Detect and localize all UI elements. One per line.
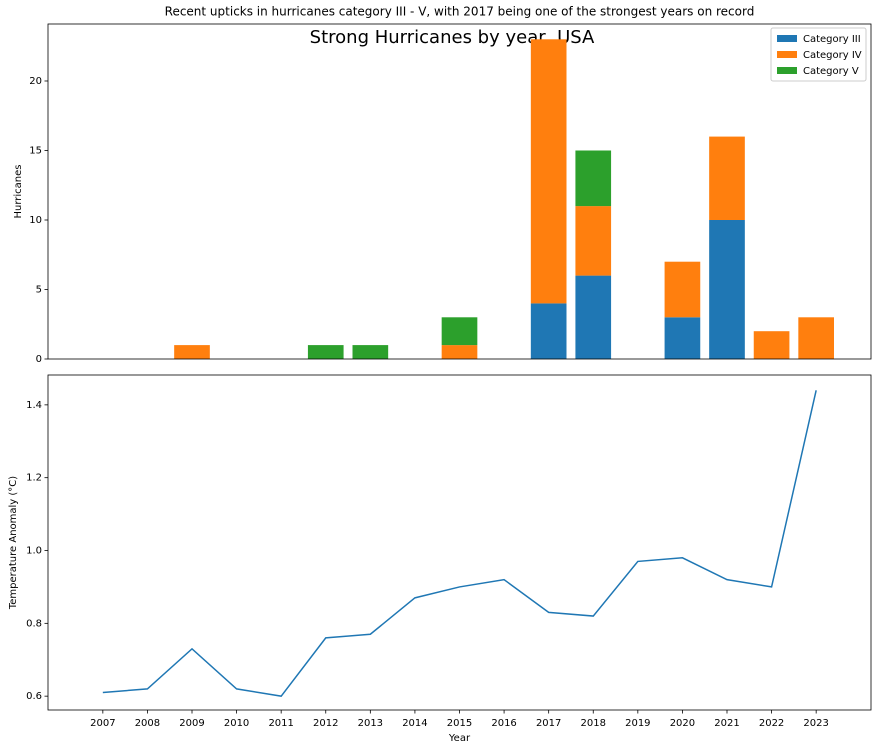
legend-label: Category IV	[803, 50, 862, 61]
x-tick-label: 2017	[536, 718, 561, 729]
legend-swatch	[777, 51, 797, 58]
y-tick-label: 15	[29, 145, 42, 156]
x-tick-label: 2023	[803, 718, 828, 729]
y-axis-label: Temperature Anomaly (°C)	[8, 476, 19, 610]
line	[102, 390, 817, 697]
bar	[798, 317, 834, 359]
y-tick-label: 10	[29, 215, 42, 226]
bar	[530, 39, 567, 304]
x-tick-label: 2008	[135, 718, 160, 729]
legend-label: Category V	[803, 66, 859, 77]
bar	[441, 345, 478, 359]
x-tick-label: 2013	[358, 718, 383, 729]
axes-frame	[47, 374, 872, 711]
y-tick-label: 1.2	[26, 473, 42, 484]
legend-swatch	[777, 67, 797, 74]
chart-title: Recent upticks in hurricanes category II…	[165, 5, 755, 19]
bar	[575, 275, 612, 359]
x-tick-label: 2009	[179, 718, 204, 729]
bar	[709, 136, 745, 220]
bar	[664, 261, 701, 318]
axes-frame	[47, 23, 872, 360]
x-tick-label: 2015	[447, 718, 472, 729]
y-tick-label: 0	[36, 354, 42, 365]
y-tick-label: 20	[29, 76, 42, 87]
x-tick-label: 2020	[670, 718, 695, 729]
legend-label: Category III	[803, 34, 861, 45]
x-tick-label: 2019	[625, 718, 650, 729]
bar	[307, 345, 344, 359]
y-tick-label: 1.4	[26, 400, 42, 411]
bar	[174, 345, 210, 359]
x-tick-label: 2010	[224, 718, 249, 729]
bar	[352, 345, 389, 359]
y-tick-label: 0.8	[26, 618, 42, 629]
x-tick-label: 2021	[714, 718, 739, 729]
x-tick-label: 2022	[759, 718, 784, 729]
legend-swatch	[777, 35, 797, 42]
x-tick-label: 2018	[581, 718, 606, 729]
y-axis-label: Hurricanes	[13, 164, 24, 218]
bar	[709, 219, 745, 359]
x-tick-label: 2012	[313, 718, 338, 729]
y-tick-label: 5	[36, 284, 42, 295]
bar	[575, 206, 612, 276]
x-tick-label: 2007	[90, 718, 115, 729]
y-tick-label: 0.6	[26, 691, 42, 702]
x-tick-label: 2016	[491, 718, 516, 729]
bar	[530, 303, 567, 359]
bar	[664, 317, 701, 359]
y-tick-label: 1.0	[26, 546, 42, 557]
bar	[441, 317, 478, 346]
x-tick-label: 2014	[402, 718, 427, 729]
suptitle: Strong Hurricanes by year, USA	[310, 27, 595, 48]
bar	[753, 331, 790, 359]
x-tick-label: 2011	[268, 718, 293, 729]
bar	[575, 150, 612, 207]
x-axis-label: Year	[448, 733, 471, 744]
